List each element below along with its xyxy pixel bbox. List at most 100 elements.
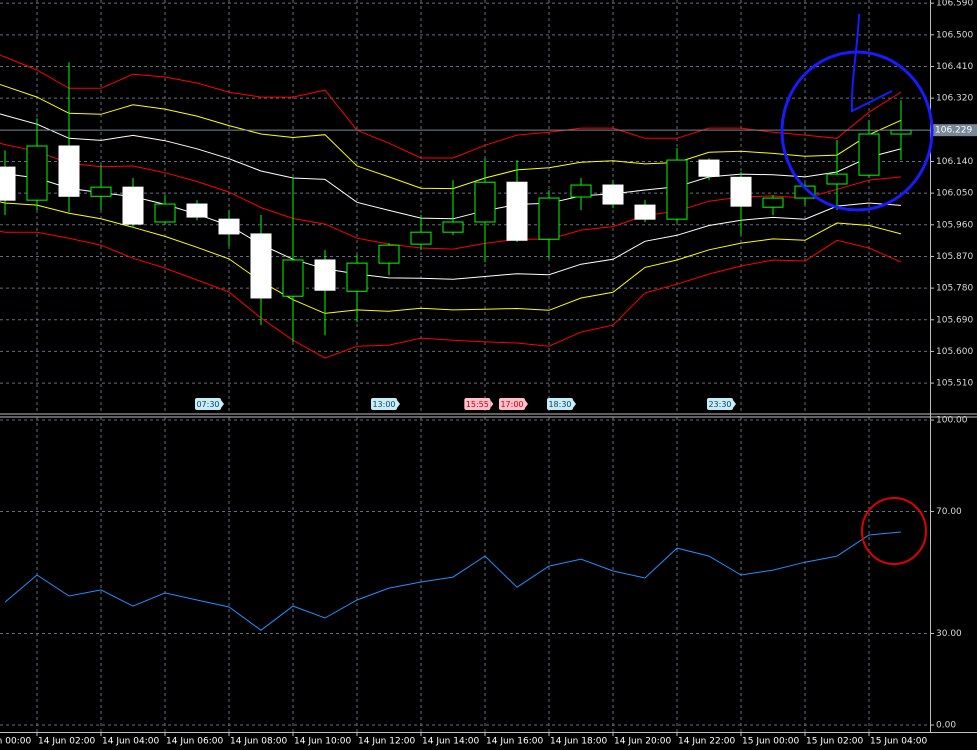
candle-body (122, 186, 144, 225)
event-label: 17:00 (500, 400, 523, 409)
candle (538, 189, 560, 259)
candle-body (186, 203, 208, 218)
y-tick-label: 105.510 (936, 379, 973, 389)
candle (218, 210, 240, 247)
candle-body (378, 244, 400, 264)
band-line (0, 113, 902, 220)
current-price-box (931, 124, 977, 137)
candle (826, 140, 848, 211)
event-box (195, 398, 221, 410)
x-tick-label: 14 Jun 16:00 (486, 737, 543, 747)
x-tick-label: 14 Jun 04:00 (102, 737, 159, 747)
event-marker: 17:00 (499, 398, 528, 410)
current-price-label: 106.229 (935, 126, 972, 136)
event-label: 13:00 (372, 400, 395, 409)
event-marker: 13:00 (371, 398, 400, 410)
x-tick-label: 14 Jun 18:00 (550, 737, 607, 747)
candle (762, 195, 784, 215)
y-tick-label: 106.410 (936, 62, 973, 72)
event-pointer (573, 400, 576, 408)
event-box (464, 398, 491, 410)
y-tick-label: 105.870 (936, 252, 973, 262)
candle-body (410, 231, 432, 245)
indicator-panel (0, 417, 930, 732)
candle-body (698, 159, 720, 177)
candle (410, 214, 432, 251)
candle-body (0, 166, 16, 201)
candle-body (858, 133, 880, 176)
band-line (0, 83, 902, 190)
event-label: 18:30 (548, 400, 571, 409)
x-tick-label: 14 Jun 20:00 (614, 737, 671, 747)
candle-body (602, 184, 624, 205)
candle (186, 200, 208, 221)
candle-body (890, 129, 912, 135)
blue-arrow (850, 13, 893, 113)
candle (314, 250, 336, 336)
event-marker: 15:55 (464, 398, 494, 410)
y-tick-label: 0.00 (936, 720, 956, 730)
candle-body (506, 181, 528, 241)
candle (378, 243, 400, 276)
candle (666, 148, 688, 222)
candle (0, 150, 16, 215)
event-box (371, 398, 397, 410)
price-panel: 07:30 13:00 15:55 17:00 18:30 23:30 (0, 0, 930, 413)
event-label: 07:30 (196, 400, 219, 409)
event-marker: 18:30 (547, 398, 576, 410)
candle (570, 178, 592, 211)
candle (122, 178, 144, 228)
event-box (707, 398, 733, 410)
candle-body (538, 197, 560, 240)
event-pointer (525, 400, 528, 408)
candle-body (90, 186, 112, 197)
candle (90, 164, 112, 211)
candle (154, 195, 176, 225)
candle-body (26, 145, 48, 201)
x-tick-label: 14 Jun 14:00 (422, 737, 479, 747)
event-pointer (221, 400, 224, 408)
candle-body (282, 259, 304, 297)
y-tick-label: 106.050 (936, 189, 973, 199)
x-tick-label: 14 Jun 06:00 (166, 737, 223, 747)
x-tick-label: 15 Jun 00:00 (742, 737, 799, 747)
event-box (547, 398, 573, 410)
candle-body (570, 184, 592, 198)
y-tick-label: 100.00 (936, 416, 968, 426)
y-tick-label: 106.140 (936, 157, 973, 167)
candle-body (762, 197, 784, 208)
candle (506, 160, 528, 243)
candle-body (634, 204, 656, 220)
y-tick-label: 105.780 (936, 284, 973, 294)
candle-body (826, 173, 848, 185)
y-tick-label: 106.500 (936, 30, 973, 40)
y-tick-label: 30.00 (936, 629, 962, 639)
candle-body (346, 262, 368, 292)
candle (698, 158, 720, 181)
candle-body (314, 259, 336, 291)
event-label: 23:30 (708, 400, 731, 409)
indicator-line (4, 531, 902, 631)
candle-body (474, 181, 496, 223)
event-pointer (397, 400, 400, 408)
hand-annotations (780, 13, 934, 565)
x-tick-label: 14 Jun 02:00 (38, 737, 95, 747)
band-line (0, 230, 902, 359)
event-label: 15:55 (466, 400, 489, 409)
x-tick-label: 15 Jun 04:00 (870, 737, 927, 747)
x-tick-label: 14 Jun 22:00 (678, 737, 735, 747)
y-tick-label: 105.960 (936, 220, 973, 230)
y-tick-label: 106.590 (936, 0, 973, 9)
x-tick-label: 14 Jun 00:00 (0, 737, 31, 747)
candle (250, 214, 272, 326)
candle (346, 255, 368, 323)
candle-body (218, 218, 240, 235)
candle (730, 172, 752, 235)
event-marker: 23:30 (707, 398, 736, 410)
candle (474, 158, 496, 263)
candle-body (666, 159, 688, 220)
y-tick-label: 106.320 (936, 94, 973, 104)
